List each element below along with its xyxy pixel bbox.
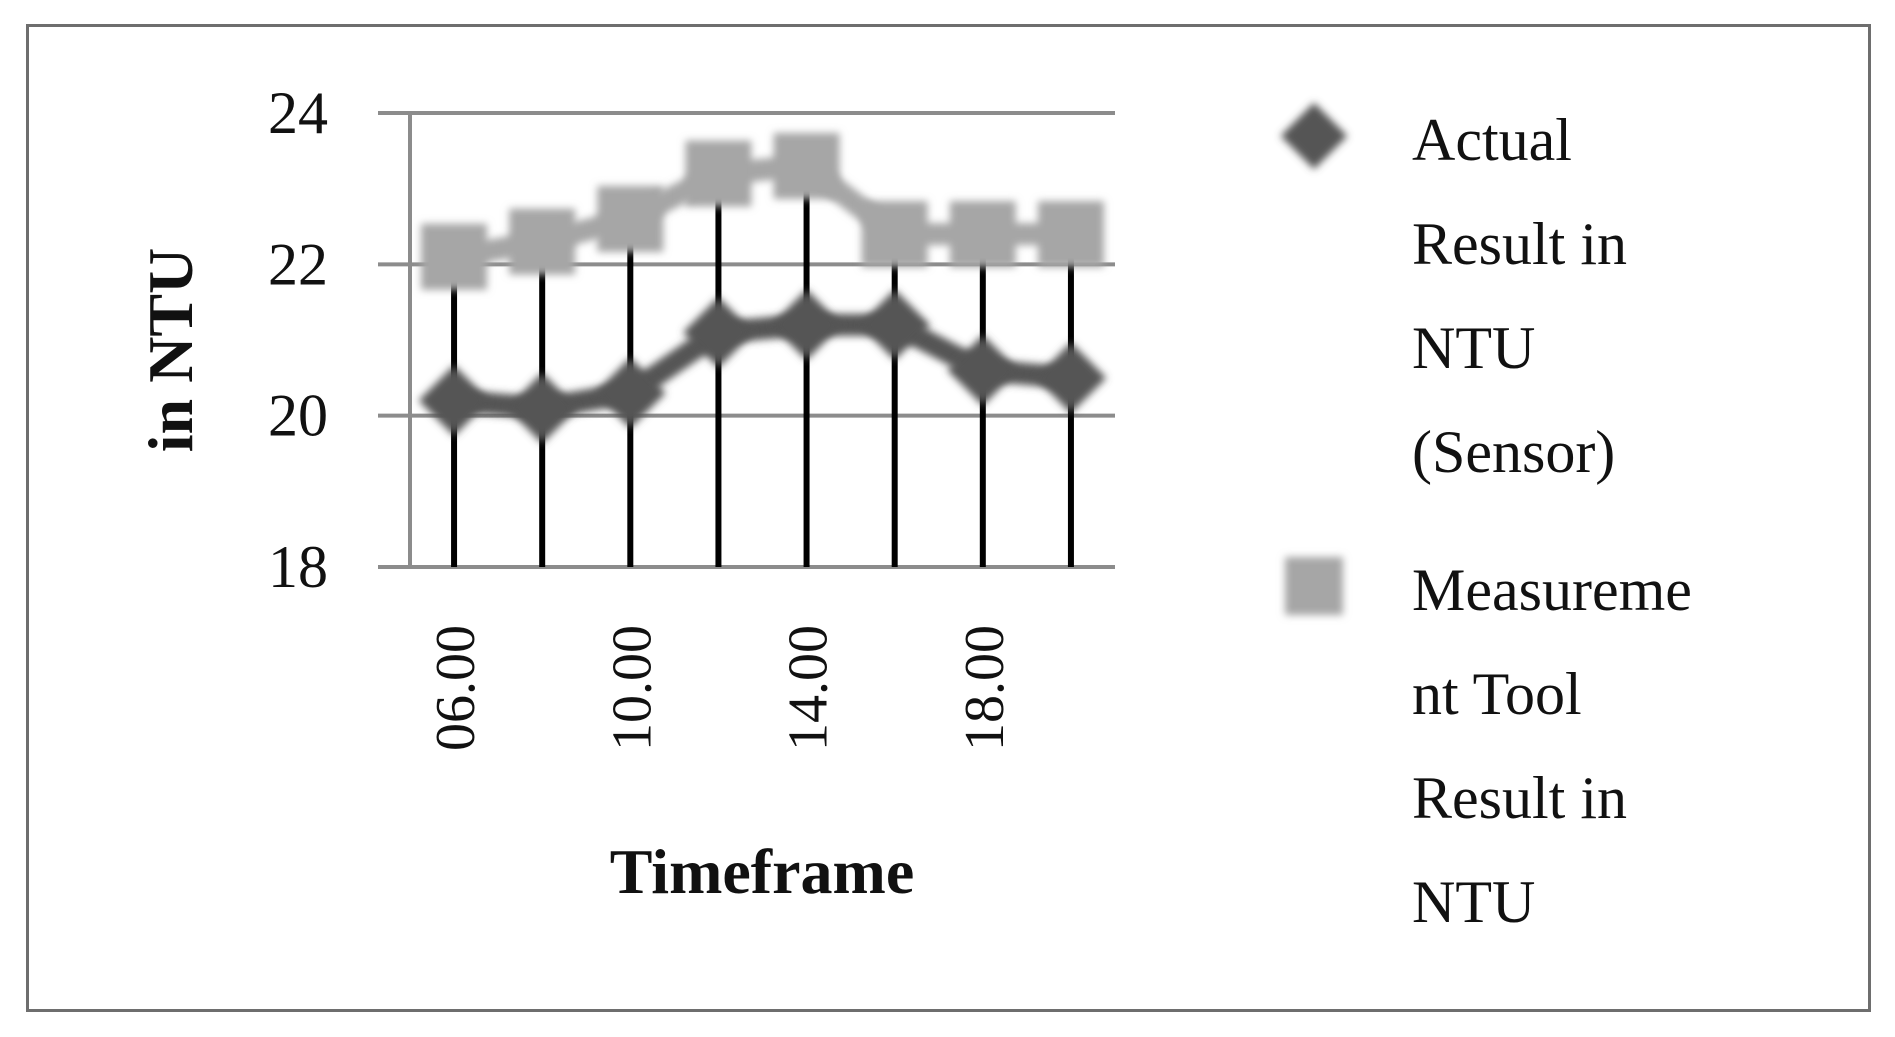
legend-label-line: NTU xyxy=(1412,869,1535,935)
x-tick-labels: 06.00 10.00 14.00 18.00 xyxy=(425,625,1016,751)
data-point xyxy=(1037,344,1105,412)
data-point xyxy=(510,210,574,274)
data-point xyxy=(951,202,1015,266)
x-axis-label: Timeframe xyxy=(610,836,914,907)
legend-label-line: Result in xyxy=(1412,765,1627,831)
y-tick-label: 18 xyxy=(268,534,328,600)
legend: Actual Result in NTU (Sensor) Measureme nt To… xyxy=(1240,104,1692,935)
x-tick-label: 18.00 xyxy=(954,625,1016,751)
y-tick-label: 22 xyxy=(268,231,328,297)
y-tick-label: 20 xyxy=(268,383,328,449)
legend-label-line: Actual xyxy=(1412,107,1572,173)
data-point xyxy=(508,374,576,442)
data-point xyxy=(420,367,488,435)
data-point xyxy=(773,291,841,359)
legend-label-line: Measureme xyxy=(1412,557,1692,623)
x-tick-label: 14.00 xyxy=(778,625,840,751)
data-point xyxy=(863,202,927,266)
legend-label: Measureme nt Tool Result in NTU xyxy=(1412,557,1692,935)
legend-label: Actual Result in NTU (Sensor) xyxy=(1412,107,1627,485)
legend-label-line: NTU xyxy=(1412,315,1535,381)
x-tick-label: 10.00 xyxy=(601,625,663,751)
y-axis-label: in NTU xyxy=(135,248,206,453)
legend-swatch-marker xyxy=(1286,558,1342,614)
data-point xyxy=(598,187,662,251)
data-point xyxy=(422,225,486,289)
legend-swatch-marker xyxy=(1282,104,1346,168)
x-tick-label: 06.00 xyxy=(425,625,487,751)
legend-label-line: (Sensor) xyxy=(1412,419,1615,485)
data-point xyxy=(686,142,750,206)
y-tick-label: 24 xyxy=(268,80,328,146)
data-point xyxy=(775,134,839,198)
legend-label-line: nt Tool xyxy=(1412,661,1582,727)
y-tick-labels: 18 20 22 24 xyxy=(268,80,328,600)
data-point xyxy=(1039,202,1103,266)
legend-label-line: Result in xyxy=(1412,211,1627,277)
